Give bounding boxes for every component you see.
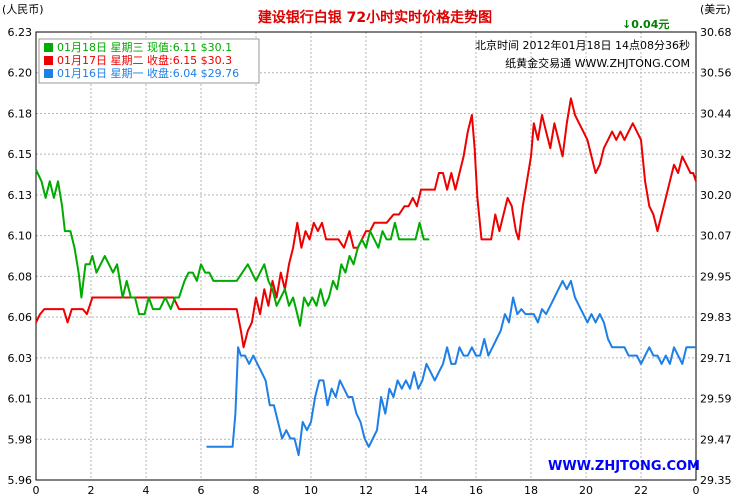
y-tick-left: 6.23 [8,26,33,39]
legend-entry: 01月17日 星期二 收盘:6.15 $30.3 [57,53,232,67]
grid [36,32,696,480]
y-tick-right: 30.07 [700,230,732,243]
ticks-layer: 6.23 6.20 6.18 6.15 6.13 6.10 6.08 6.06 6.03 6.01… [8,26,732,497]
y-tick-left: 5.96 [8,474,33,487]
x-tick: 22 [634,484,648,497]
x-tick: 0 [33,484,40,497]
legend-box [38,38,260,84]
y-tick-left: 5.98 [8,433,33,446]
x-tick: 16 [469,484,483,497]
y-tick-left: 6.03 [8,352,33,365]
chart-title: 建设银行白银 72小时实时价格走势图 [258,9,492,26]
y-tick-right: 29.47 [700,433,732,446]
y-tick-right: 30.44 [700,107,732,120]
left-axis-unit: (人民币) [2,3,44,16]
y-tick-right: 30.56 [700,67,732,80]
legend-swatch [44,69,53,78]
y-tick-right: 29.83 [700,311,732,324]
x-tick: 20 [579,484,593,497]
y-tick-right: 29.71 [700,352,732,365]
legend-entry: 01月16日 星期一 收盘:6.04 $29.76 [57,66,239,80]
x-tick: 12 [359,484,373,497]
x-tick: 0 [693,484,700,497]
x-tick: 14 [414,484,428,497]
x-tick: 4 [143,484,150,497]
y-tick-left: 6.20 [8,67,33,80]
x-tick: 6 [198,484,205,497]
info-site: 纸黄金交易通 WWW.ZHJTONG.COM [505,56,690,70]
x-tick: 18 [524,484,538,497]
y-tick-right: 29.95 [700,270,732,283]
y-tick-right: 30.32 [700,148,732,161]
legend-swatch [44,43,53,52]
x-tick: 2 [88,484,95,497]
series-line [35,97,697,349]
y-tick-right: 30.68 [700,26,732,39]
watermark: WWW.ZHJTONG.COM [548,459,700,474]
series-line [206,279,696,457]
y-tick-left: 6.18 [8,107,33,120]
plot-frame [35,31,697,481]
series-layer [35,97,697,457]
y-tick-left: 6.01 [8,393,33,406]
y-tick-right: 29.59 [700,393,732,406]
y-tick-left: 6.08 [8,270,33,283]
y-tick-right: 30.20 [700,189,732,202]
x-tick: 8 [253,484,260,497]
y-tick-left: 6.13 [8,189,33,202]
info-time: 北京时间 2012年01月18日 14点08分36秒 [475,38,690,52]
legend-entry: 01月18日 星期三 现值:6.11 $30.1 [57,41,232,54]
right-axis-unit: (美元) [700,3,731,16]
price-change: ↓0.04元 [622,18,669,31]
y-tick-right: 29.35 [700,474,732,487]
x-tick: 10 [304,484,318,497]
y-tick-left: 6.15 [8,148,33,161]
legend-swatch [44,56,53,65]
y-tick-left: 6.10 [8,230,33,243]
series-line [35,169,430,327]
y-tick-left: 6.06 [8,311,33,324]
